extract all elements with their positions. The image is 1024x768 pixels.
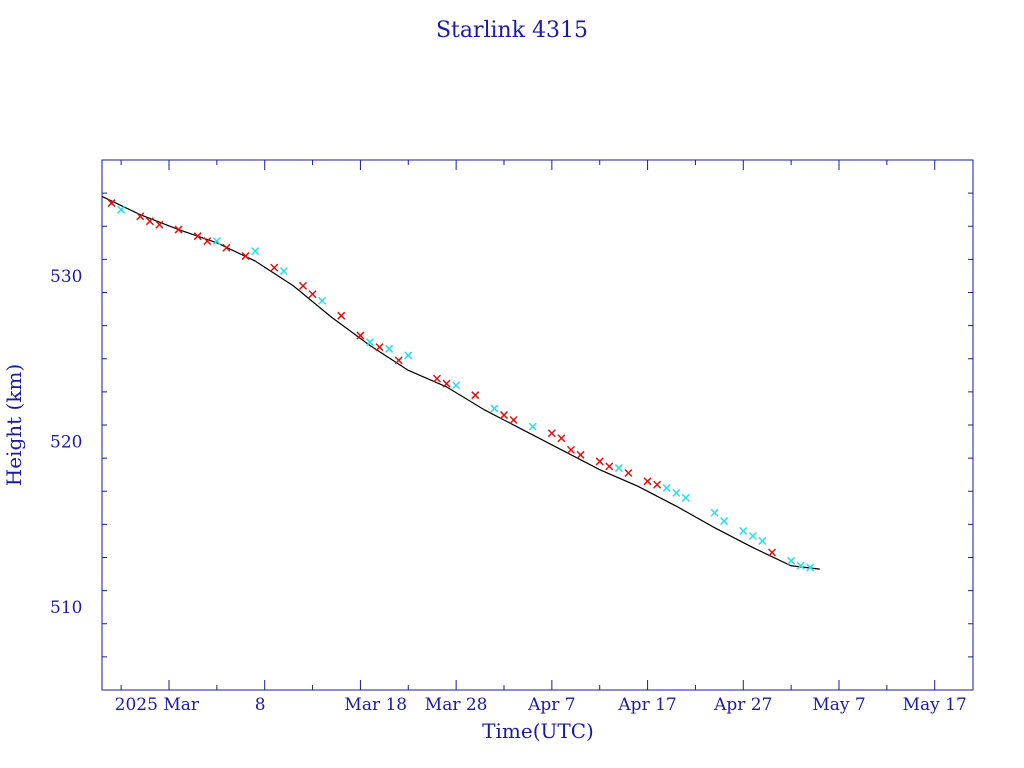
red-data-point	[767, 548, 777, 557]
y-axis-tick-labels: 510 520 530	[50, 267, 82, 618]
x-tick-label: Apr 27	[713, 695, 772, 715]
cyan-data-point	[748, 531, 757, 540]
cyan-data-point	[681, 493, 690, 502]
trend-line-layer	[101, 195, 820, 570]
y-tick-label: 520	[50, 433, 82, 453]
red-data-point	[653, 480, 662, 489]
cyan-data-point	[710, 508, 719, 517]
cyan-data-point	[806, 563, 815, 572]
cyan-data-point	[614, 464, 623, 473]
cyan-data-point	[251, 247, 260, 256]
red-data-point	[566, 445, 576, 454]
red-points-layer	[107, 199, 777, 557]
x-tick-label: Mar 18	[344, 695, 407, 715]
red-data-point	[203, 237, 212, 246]
x-tick-label: Apr 17	[617, 695, 676, 715]
red-data-point	[222, 243, 231, 252]
x-axis-tick-labels: 2025 Mar 8 Mar 18 Mar 28 Apr 7 Apr 17 Apr 27 Ma…	[115, 695, 967, 715]
y-tick-label: 530	[50, 267, 82, 287]
red-data-point	[155, 220, 164, 229]
cyan-data-point	[385, 344, 394, 353]
cyan-data-point	[758, 536, 767, 545]
red-data-point	[643, 477, 652, 486]
red-data-point	[442, 379, 451, 388]
x-tick-label: 8	[255, 695, 266, 715]
red-data-point	[509, 416, 518, 425]
height-trend-line	[101, 195, 820, 570]
red-data-point	[432, 374, 442, 383]
cyan-data-point	[212, 237, 221, 246]
cyan-points-layer	[117, 205, 815, 572]
red-data-point	[471, 391, 480, 400]
red-data-point	[576, 450, 585, 459]
cyan-data-point	[796, 561, 805, 570]
x-tick-label: Apr 7	[527, 695, 576, 715]
red-data-point	[394, 356, 403, 365]
cyan-data-point	[528, 422, 537, 431]
cyan-data-point	[117, 205, 126, 214]
cyan-data-point	[365, 338, 375, 347]
cyan-data-point	[720, 517, 729, 526]
cyan-data-point	[279, 266, 288, 275]
x-tick-label: May 7	[812, 695, 865, 715]
red-data-point	[136, 212, 145, 221]
red-data-point	[107, 199, 116, 208]
red-data-point	[356, 331, 365, 340]
cyan-data-point	[404, 351, 413, 360]
red-data-point	[298, 281, 308, 290]
x-axis-ticks	[120, 160, 936, 690]
x-tick-label: Mar 28	[425, 695, 488, 715]
y-axis-ticks	[102, 159, 973, 658]
x-tick-label: May 17	[903, 695, 967, 715]
red-data-point	[174, 225, 183, 234]
y-tick-label: 510	[50, 598, 82, 618]
cyan-data-point	[672, 488, 681, 497]
red-data-point	[375, 343, 384, 352]
cyan-data-point	[452, 381, 461, 390]
red-data-point	[241, 252, 250, 261]
red-data-point	[595, 457, 604, 466]
red-data-point	[557, 434, 566, 443]
red-data-point	[337, 311, 346, 320]
chart-title: Starlink 4315	[436, 18, 588, 43]
cyan-data-point	[739, 526, 748, 536]
x-tick-label: 2025 Mar	[115, 695, 200, 715]
x-axis-label: Time(UTC)	[482, 719, 594, 743]
cyan-data-point	[490, 404, 499, 413]
red-data-point	[547, 429, 556, 438]
plot-frame	[101, 159, 974, 691]
red-data-point	[193, 232, 202, 241]
cyan-data-point	[787, 556, 796, 565]
red-data-point	[145, 217, 154, 226]
red-data-point	[499, 411, 509, 420]
cyan-data-point	[318, 296, 327, 305]
red-data-point	[270, 263, 279, 272]
red-data-point	[308, 290, 317, 299]
red-data-point	[624, 469, 633, 478]
red-data-point	[605, 462, 614, 471]
y-axis-label: Height (km)	[2, 364, 26, 486]
cyan-data-point	[662, 483, 671, 492]
